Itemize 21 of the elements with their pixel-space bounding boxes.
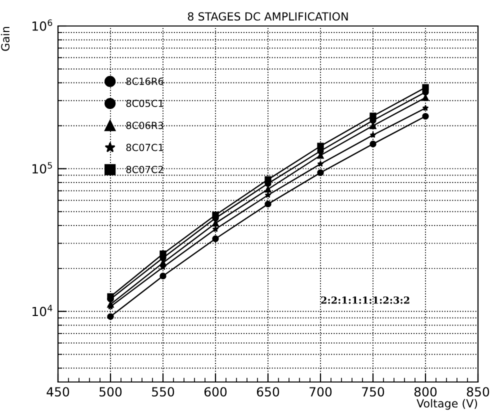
y-tick-label: 10$^{6}$ (32, 19, 52, 31)
legend-label: 8C06R3 (126, 122, 164, 130)
x-tick-label: 800 (414, 387, 437, 397)
y-tick-label: 10$^{5}$ (32, 162, 52, 174)
x-tick-label: 850 (466, 387, 490, 397)
y-axis-title: Gain (0, 26, 10, 51)
x-axis-title: Voltage (V) (416, 398, 478, 410)
x-tick-label: 500 (100, 387, 122, 397)
x-tick-label: 550 (152, 387, 174, 397)
y-tick-label: 10$^{4}$ (32, 304, 52, 316)
annotation: 2:2:1:1:1:1:2:3:2 (321, 296, 410, 304)
x-tick-label: 700 (310, 387, 332, 397)
legend-label: 8C16R6 (126, 78, 164, 85)
legend-label: 8C07C2 (126, 166, 163, 174)
legend-label: 8C07C1 (126, 144, 164, 152)
x-tick-label: 750 (362, 387, 384, 397)
x-tick-label: 600 (204, 387, 227, 397)
chart-title: 8 STAGES DC AMPLIFICATION (188, 12, 348, 21)
legend-label: 8C05C1 (126, 100, 164, 108)
x-tick-label: 450 (46, 387, 70, 397)
x-tick-label: 650 (256, 387, 280, 397)
